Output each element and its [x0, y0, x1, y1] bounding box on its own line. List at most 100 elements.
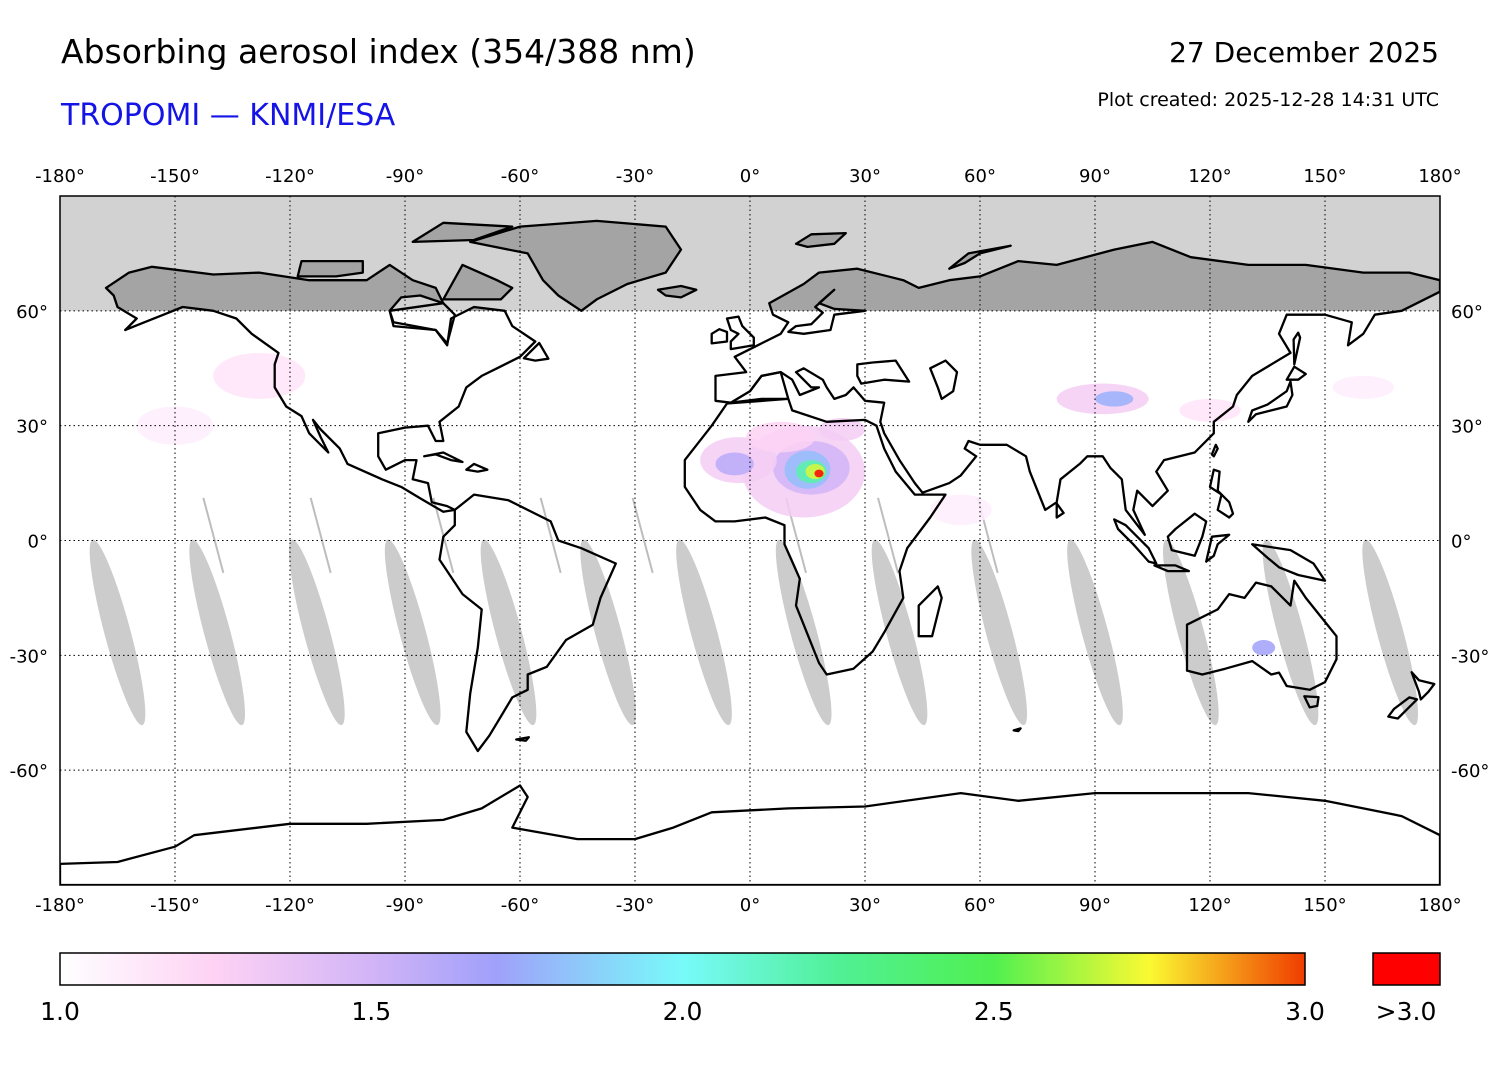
lon-label-top: 90° — [1079, 166, 1111, 187]
aerosol-plume — [1095, 391, 1134, 407]
hispaniola-coastline — [465, 462, 489, 473]
hokkaido-coastline — [1285, 365, 1307, 381]
lat-label-left: -30° — [10, 646, 48, 667]
cuba-coastline — [423, 451, 464, 464]
lat-label-right: -30° — [1451, 646, 1489, 667]
svalbard-coastline — [794, 231, 847, 249]
lat-label-left: 60° — [16, 302, 48, 323]
australia-coastline — [1185, 579, 1338, 691]
lat-label-left: 30° — [16, 417, 48, 438]
new-zealand-north-coastline — [1410, 671, 1436, 701]
colorbar-overflow-label: >3.0 — [1376, 997, 1437, 1026]
swath-gap — [676, 539, 732, 726]
lon-label-bottom: -30° — [616, 895, 654, 916]
plot-date: 27 December 2025 — [1169, 36, 1439, 69]
colorbar-label: 3.0 — [1285, 997, 1325, 1026]
lon-label-top: 60° — [964, 166, 996, 187]
lon-label-top: -90° — [386, 166, 424, 187]
greenland-polar — [470, 220, 681, 311]
map-area — [60, 196, 1440, 885]
axis-tick-labels: -180° -180° -150° -150° -120° -120° -90° -90° -6… — [10, 166, 1490, 916]
lon-label-bottom: 150° — [1303, 895, 1346, 916]
swath-gap — [1162, 539, 1219, 726]
sakhalin-coastline — [1292, 331, 1302, 366]
hudson-bay-polar — [389, 295, 451, 311]
lon-label-top: -30° — [616, 166, 654, 187]
swath-gap — [89, 539, 146, 726]
aerosol-plume — [1179, 398, 1241, 422]
baltic-sea-polar — [815, 289, 865, 311]
colorbar-labels: 1.0 1.5 2.0 2.5 3.0 — [40, 997, 1325, 1026]
japan-coastline — [1247, 380, 1294, 423]
lat-label-right: 0° — [1451, 532, 1471, 553]
sri-lanka-coastline — [1055, 502, 1065, 519]
lon-label-bottom: -150° — [150, 895, 200, 916]
victoria-island-polar — [297, 261, 363, 277]
swath-streak — [877, 497, 899, 574]
swath-gap — [775, 539, 832, 726]
java-coastline — [1153, 564, 1191, 573]
polar-land-shading — [106, 220, 1440, 311]
africa-coastline — [683, 397, 947, 676]
aerosol-plume — [814, 469, 824, 478]
colorbar: 1.0 1.5 2.0 2.5 3.0 >3.0 — [40, 952, 1441, 1026]
south-america-coastline — [438, 493, 617, 753]
map-frame — [59, 195, 1441, 886]
aerosol-plume — [213, 352, 306, 399]
swath-gap — [480, 539, 537, 726]
graticule — [60, 196, 1440, 885]
colorbar-label: 2.0 — [663, 997, 703, 1026]
swath-streak — [309, 497, 332, 574]
swath-gap — [189, 539, 246, 726]
baltic-sea-coastline — [787, 288, 867, 335]
kerguelen-coastline — [1012, 727, 1022, 733]
swath-streak — [539, 497, 562, 574]
black-sea-coastline — [856, 359, 911, 385]
lon-label-bottom: 30° — [849, 895, 881, 916]
swath-gap — [580, 539, 637, 726]
lon-label-top: 180° — [1418, 166, 1461, 187]
iceland-coastline — [656, 284, 698, 299]
lat-label-right: -60° — [1451, 761, 1489, 782]
swath-gap — [1262, 539, 1319, 726]
aerosol-plume — [1332, 375, 1395, 399]
lon-label-top: -60° — [501, 166, 539, 187]
baffin-island-polar — [443, 264, 513, 300]
lon-label-bottom: 180° — [1418, 895, 1461, 916]
ireland-coastline — [710, 328, 729, 345]
lon-label-bottom: -180° — [35, 895, 85, 916]
lon-label-bottom: 90° — [1079, 895, 1111, 916]
antarctica-coastline — [60, 784, 1440, 885]
borneo-coastline — [1166, 512, 1208, 557]
ellesmere-coastline — [411, 221, 514, 244]
aerosol-plume — [819, 418, 865, 441]
satellite-swath-gaps — [89, 497, 1419, 726]
swath-gap — [288, 539, 345, 726]
tasmania-coastline — [1303, 695, 1320, 709]
new-zealand-south-coastline — [1387, 696, 1419, 720]
swath-gap — [971, 539, 1028, 726]
lon-label-top: -180° — [35, 166, 85, 187]
lat-label-right: 30° — [1451, 417, 1483, 438]
hudson-bay-coastline — [388, 294, 456, 345]
lon-label-top: 0° — [740, 166, 760, 187]
sumatra-coastline — [1113, 518, 1158, 565]
lon-label-bottom: 60° — [964, 895, 996, 916]
colorbar-label: 1.0 — [40, 997, 80, 1026]
lon-label-bottom: 120° — [1188, 895, 1231, 916]
eurasia-polar — [769, 241, 1440, 311]
aerosol-plumes — [136, 352, 1395, 656]
lon-label-bottom: -60° — [501, 895, 539, 916]
aerosol-plume — [930, 494, 992, 526]
philippines-coastline — [1208, 468, 1235, 519]
aerosol-plume — [746, 421, 816, 453]
swath-streak — [202, 497, 225, 574]
eurasia-coastline — [714, 240, 1440, 536]
lon-label-bottom: -90° — [386, 895, 424, 916]
colorbar-label: 2.5 — [974, 997, 1014, 1026]
swath-gap — [1067, 539, 1123, 726]
plot-title: Absorbing aerosol index (354/388 nm) — [61, 32, 696, 71]
madagascar-coastline — [917, 585, 943, 638]
british-isles-coastline — [725, 315, 755, 351]
